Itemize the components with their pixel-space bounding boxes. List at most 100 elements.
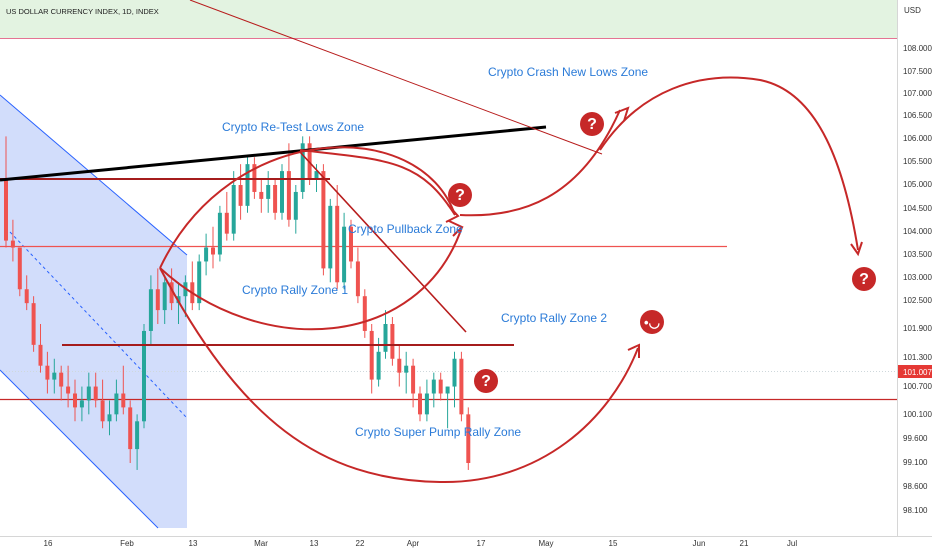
candle xyxy=(300,136,305,199)
label-crash-new-lows: Crypto Crash New Lows Zone xyxy=(488,65,648,79)
candle-body xyxy=(86,386,91,401)
label-retest-lows: Crypto Re-Test Lows Zone xyxy=(222,120,364,134)
candle-body xyxy=(59,372,64,387)
candle-body xyxy=(424,393,429,415)
candle xyxy=(424,379,429,422)
super-pump-arc xyxy=(159,267,639,484)
time-tick-label: Jun xyxy=(693,539,706,548)
time-tick-label: 13 xyxy=(189,539,198,548)
time-tick-label: 21 xyxy=(740,539,749,548)
price-tick-label: 100.700 xyxy=(903,382,932,391)
price-axis-bg xyxy=(897,0,932,536)
candle-body xyxy=(231,185,236,234)
candle-body xyxy=(259,191,264,199)
candle xyxy=(135,414,140,470)
candle xyxy=(259,178,264,213)
candle-body xyxy=(155,289,160,311)
retest-trend-line xyxy=(0,125,547,182)
candle-body xyxy=(245,164,250,206)
time-tick-label: Jul xyxy=(787,539,797,548)
candle-body xyxy=(238,185,243,206)
channel-mid-line xyxy=(9,231,188,419)
price-tick-label: 106.500 xyxy=(903,111,932,120)
candle xyxy=(397,344,402,387)
candle-body xyxy=(217,212,222,255)
candle-body xyxy=(431,379,436,394)
candle-body xyxy=(93,386,98,401)
candle-body xyxy=(273,185,278,213)
candle-body xyxy=(404,365,409,373)
price-axis[interactable]: 108.000 107.500 107.000 106.500 106.000 105.5… xyxy=(903,44,932,515)
time-tick-label: Feb xyxy=(120,539,134,548)
candle xyxy=(211,226,215,269)
candle-body xyxy=(45,365,50,380)
candle xyxy=(335,185,340,290)
label-super-pump: Crypto Super Pump Rally Zone xyxy=(355,425,521,439)
candle xyxy=(86,372,91,415)
candle xyxy=(273,178,278,220)
question-marker-crash: ? xyxy=(580,112,604,136)
candle-body xyxy=(355,261,360,297)
price-tick-label: 102.500 xyxy=(903,296,932,305)
candle-body xyxy=(342,226,347,283)
svg-text:?: ? xyxy=(481,373,491,390)
candle xyxy=(10,219,15,262)
time-tick-label: 16 xyxy=(44,539,53,548)
candle-body xyxy=(349,226,353,262)
time-tick-label: 13 xyxy=(310,539,319,548)
candle-body xyxy=(169,282,174,304)
rally-arc-lower xyxy=(159,226,463,331)
time-tick-label: Mar xyxy=(254,539,268,548)
candle xyxy=(245,157,250,213)
crash-path-2 xyxy=(599,76,859,251)
question-marker-new-lows: ? xyxy=(852,267,876,291)
candle-body xyxy=(10,240,15,248)
price-tick-label: 103.000 xyxy=(903,273,932,282)
price-tick-label: 106.000 xyxy=(903,134,932,143)
arrowhead-rally-2 xyxy=(627,343,640,358)
candle xyxy=(204,233,209,276)
arrow-heads xyxy=(445,106,863,358)
candle-body xyxy=(73,393,77,408)
candle xyxy=(452,351,457,408)
candle xyxy=(107,400,112,436)
time-axis[interactable]: 16 Feb 13 Mar 13 22 Apr 17 May 15 Jun 21 Jul xyxy=(44,539,798,548)
candle xyxy=(45,351,50,394)
candle-body xyxy=(121,393,126,408)
price-tick-label: 104.500 xyxy=(903,204,932,213)
candle xyxy=(31,296,36,352)
price-tick-label: 99.600 xyxy=(903,434,928,443)
candle xyxy=(100,379,105,429)
candle xyxy=(197,254,202,311)
candle-body xyxy=(418,393,422,415)
candle-body xyxy=(293,191,298,220)
time-tick-label: Apr xyxy=(407,539,420,548)
candle-body xyxy=(52,372,57,380)
candle-body xyxy=(24,289,29,304)
candle-body xyxy=(100,400,105,422)
price-tick-label: 99.100 xyxy=(903,458,928,467)
candle-body xyxy=(328,205,333,269)
candle-body xyxy=(280,171,284,213)
candle-body xyxy=(162,282,167,311)
svg-text:?: ? xyxy=(587,116,597,133)
candle-body xyxy=(452,358,457,387)
candle-body xyxy=(362,296,367,331)
candle-body xyxy=(369,330,374,380)
chart-title: US DOLLAR CURRENCY INDEX, 1D, INDEX xyxy=(6,7,159,16)
candles-layer xyxy=(4,136,471,470)
candle xyxy=(17,247,22,297)
price-tick-label: 108.000 xyxy=(903,44,932,53)
price-tick-label: 105.000 xyxy=(903,180,932,189)
candle-body xyxy=(38,344,43,366)
time-tick-label: 15 xyxy=(609,539,618,548)
candle xyxy=(418,386,422,422)
question-marker-super-pump: ? xyxy=(474,369,498,393)
projection-paths xyxy=(159,76,859,484)
candle xyxy=(390,317,395,366)
candle xyxy=(438,372,443,401)
last-price-value: 101.007 xyxy=(903,368,932,377)
candle-body xyxy=(4,178,8,241)
arrowhead-crash-1 xyxy=(445,204,460,223)
